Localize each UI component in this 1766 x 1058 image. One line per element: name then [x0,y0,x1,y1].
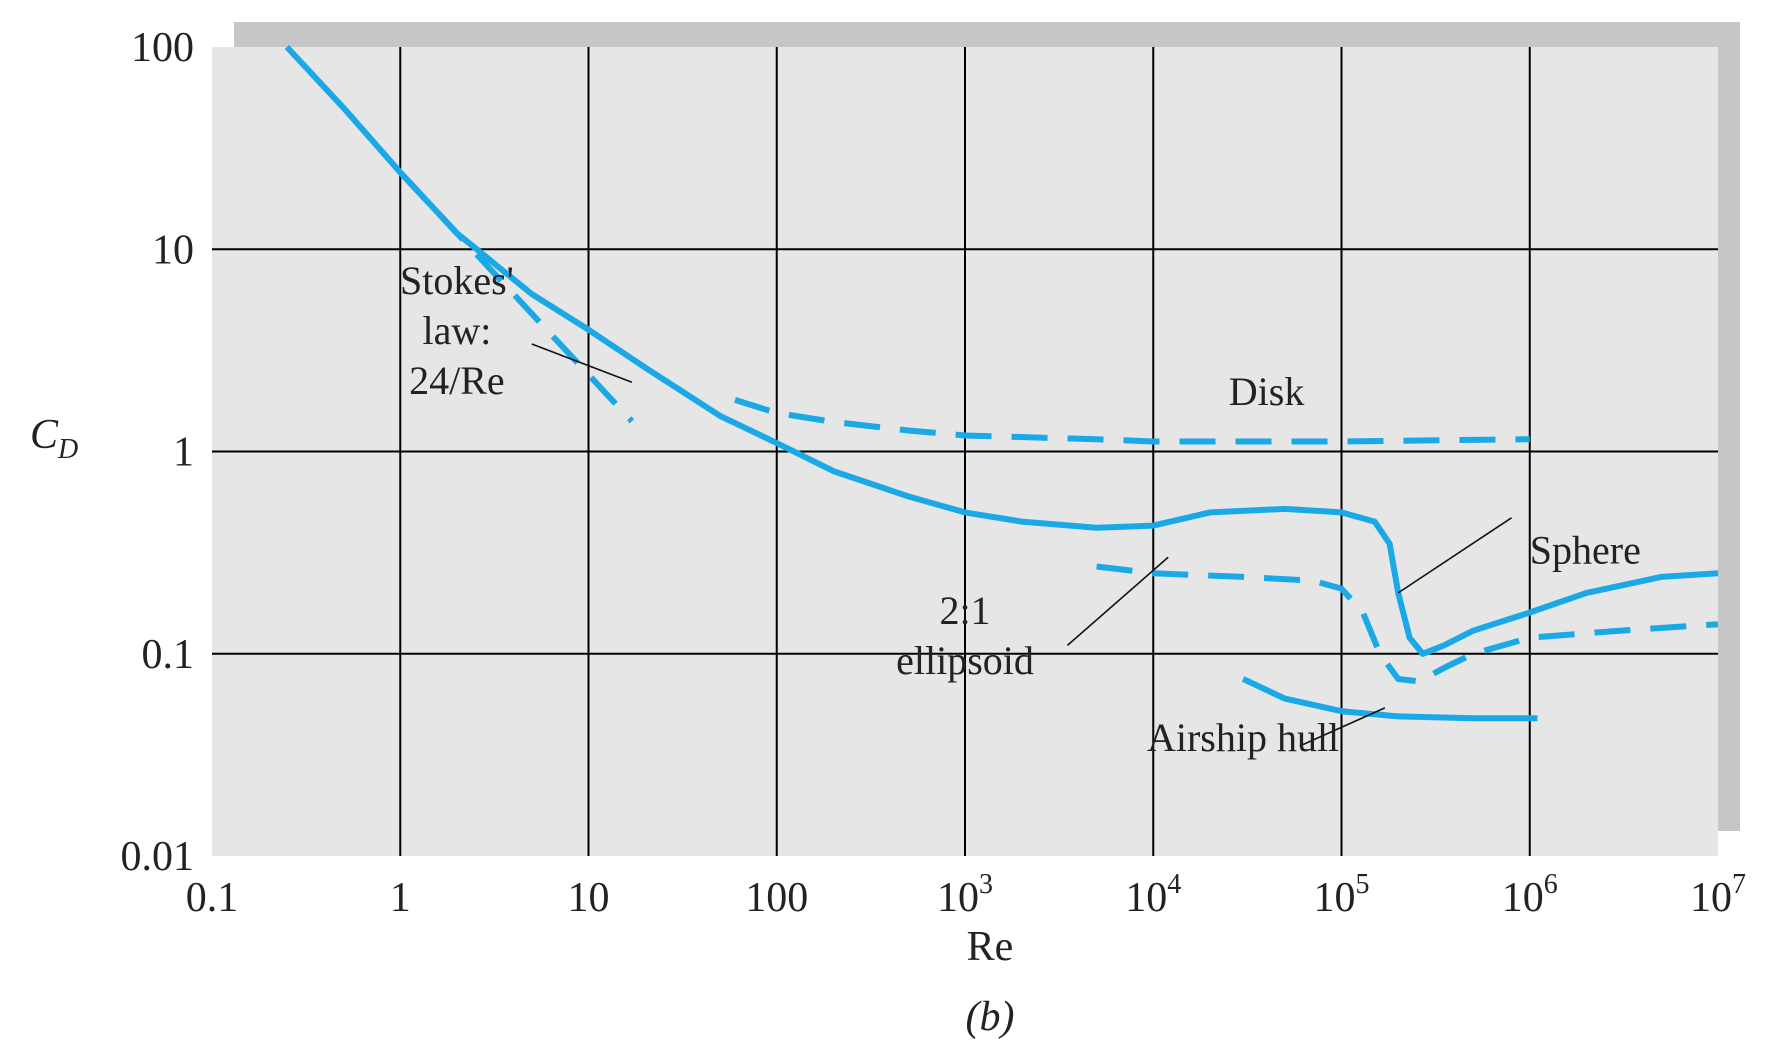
series-line-stokes [398,170,635,424]
x-tick-base: 10 [1690,875,1732,921]
x-tick-label: 104 [1125,869,1181,921]
series-line-sphere [284,44,1719,657]
annotation-airship-line: Airship hull [1147,715,1339,760]
series-lines [284,44,1719,722]
annotation-stokes-line: Stokes' [400,258,514,303]
x-tick-label: 100 [745,875,808,921]
x-tick-label: 0.1 [186,875,239,921]
x-tick-exponent: 4 [1167,869,1181,900]
leader-line-ellipsoid [1066,556,1169,646]
x-tick-label: 106 [1502,869,1558,921]
annotation-stokes-line: law: [422,308,491,353]
annotation-stokes: Stokes' law: 24/Re [400,258,514,403]
annotation-sphere: Sphere [1530,527,1641,572]
y-axis-label: CD [30,412,78,465]
x-tick-exponent: 3 [979,869,993,900]
x-tick-exponent: 5 [1356,869,1370,900]
series-line-disk [734,397,1530,445]
annotation-ellipsoid-line: ellipsoid [896,638,1034,683]
leader-line-sphere [1397,517,1512,594]
x-tick-exponent: 7 [1732,869,1746,900]
annotation-ellipsoid-line: 2:1 [939,588,990,633]
y-tick-label: 1 [173,430,194,476]
y-tick-label: 0.01 [121,834,195,880]
x-axis-label: Re [967,924,1014,970]
x-tick-label: 103 [937,869,993,921]
annotation-sphere-line: Sphere [1530,527,1641,572]
annotation-ellipsoid: 2:1 ellipsoid [896,588,1034,683]
y-axis-label-sub: D [57,434,78,465]
annotation-disk: Disk [1229,369,1305,414]
x-tick-label: 105 [1314,869,1370,921]
series-line-ellipsoid [1096,563,1719,685]
x-tick-base: 10 [1502,875,1544,921]
x-tick-label: 107 [1690,869,1746,921]
leader-line-stokes [531,343,633,383]
x-tick-base: 10 [1125,875,1167,921]
y-axis-label-main: C [30,412,59,458]
annotation-disk-line: Disk [1229,369,1305,414]
x-tick-exponent: 6 [1544,869,1558,900]
y-tick-label: 10 [152,227,194,273]
figure-caption: (b) [966,994,1015,1040]
y-tick-label: 100 [131,25,194,71]
x-tick-base: 10 [937,875,979,921]
series-line-airship [1241,676,1538,722]
leader-line-airship [1299,707,1386,747]
annotations: Stokes' law: 24/Re Disk Sphere 2:1 ellipsoid Ai… [400,258,1641,760]
axis-labels: Re CD (b) [30,412,1014,1040]
x-tick-base: 10 [1314,875,1356,921]
y-tick-label: 0.1 [142,632,195,678]
annotation-airship: Airship hull [1147,715,1339,760]
x-tick-label: 10 [568,875,610,921]
annotation-stokes-line: 24/Re [409,358,505,403]
x-tick-label: 1 [390,875,411,921]
